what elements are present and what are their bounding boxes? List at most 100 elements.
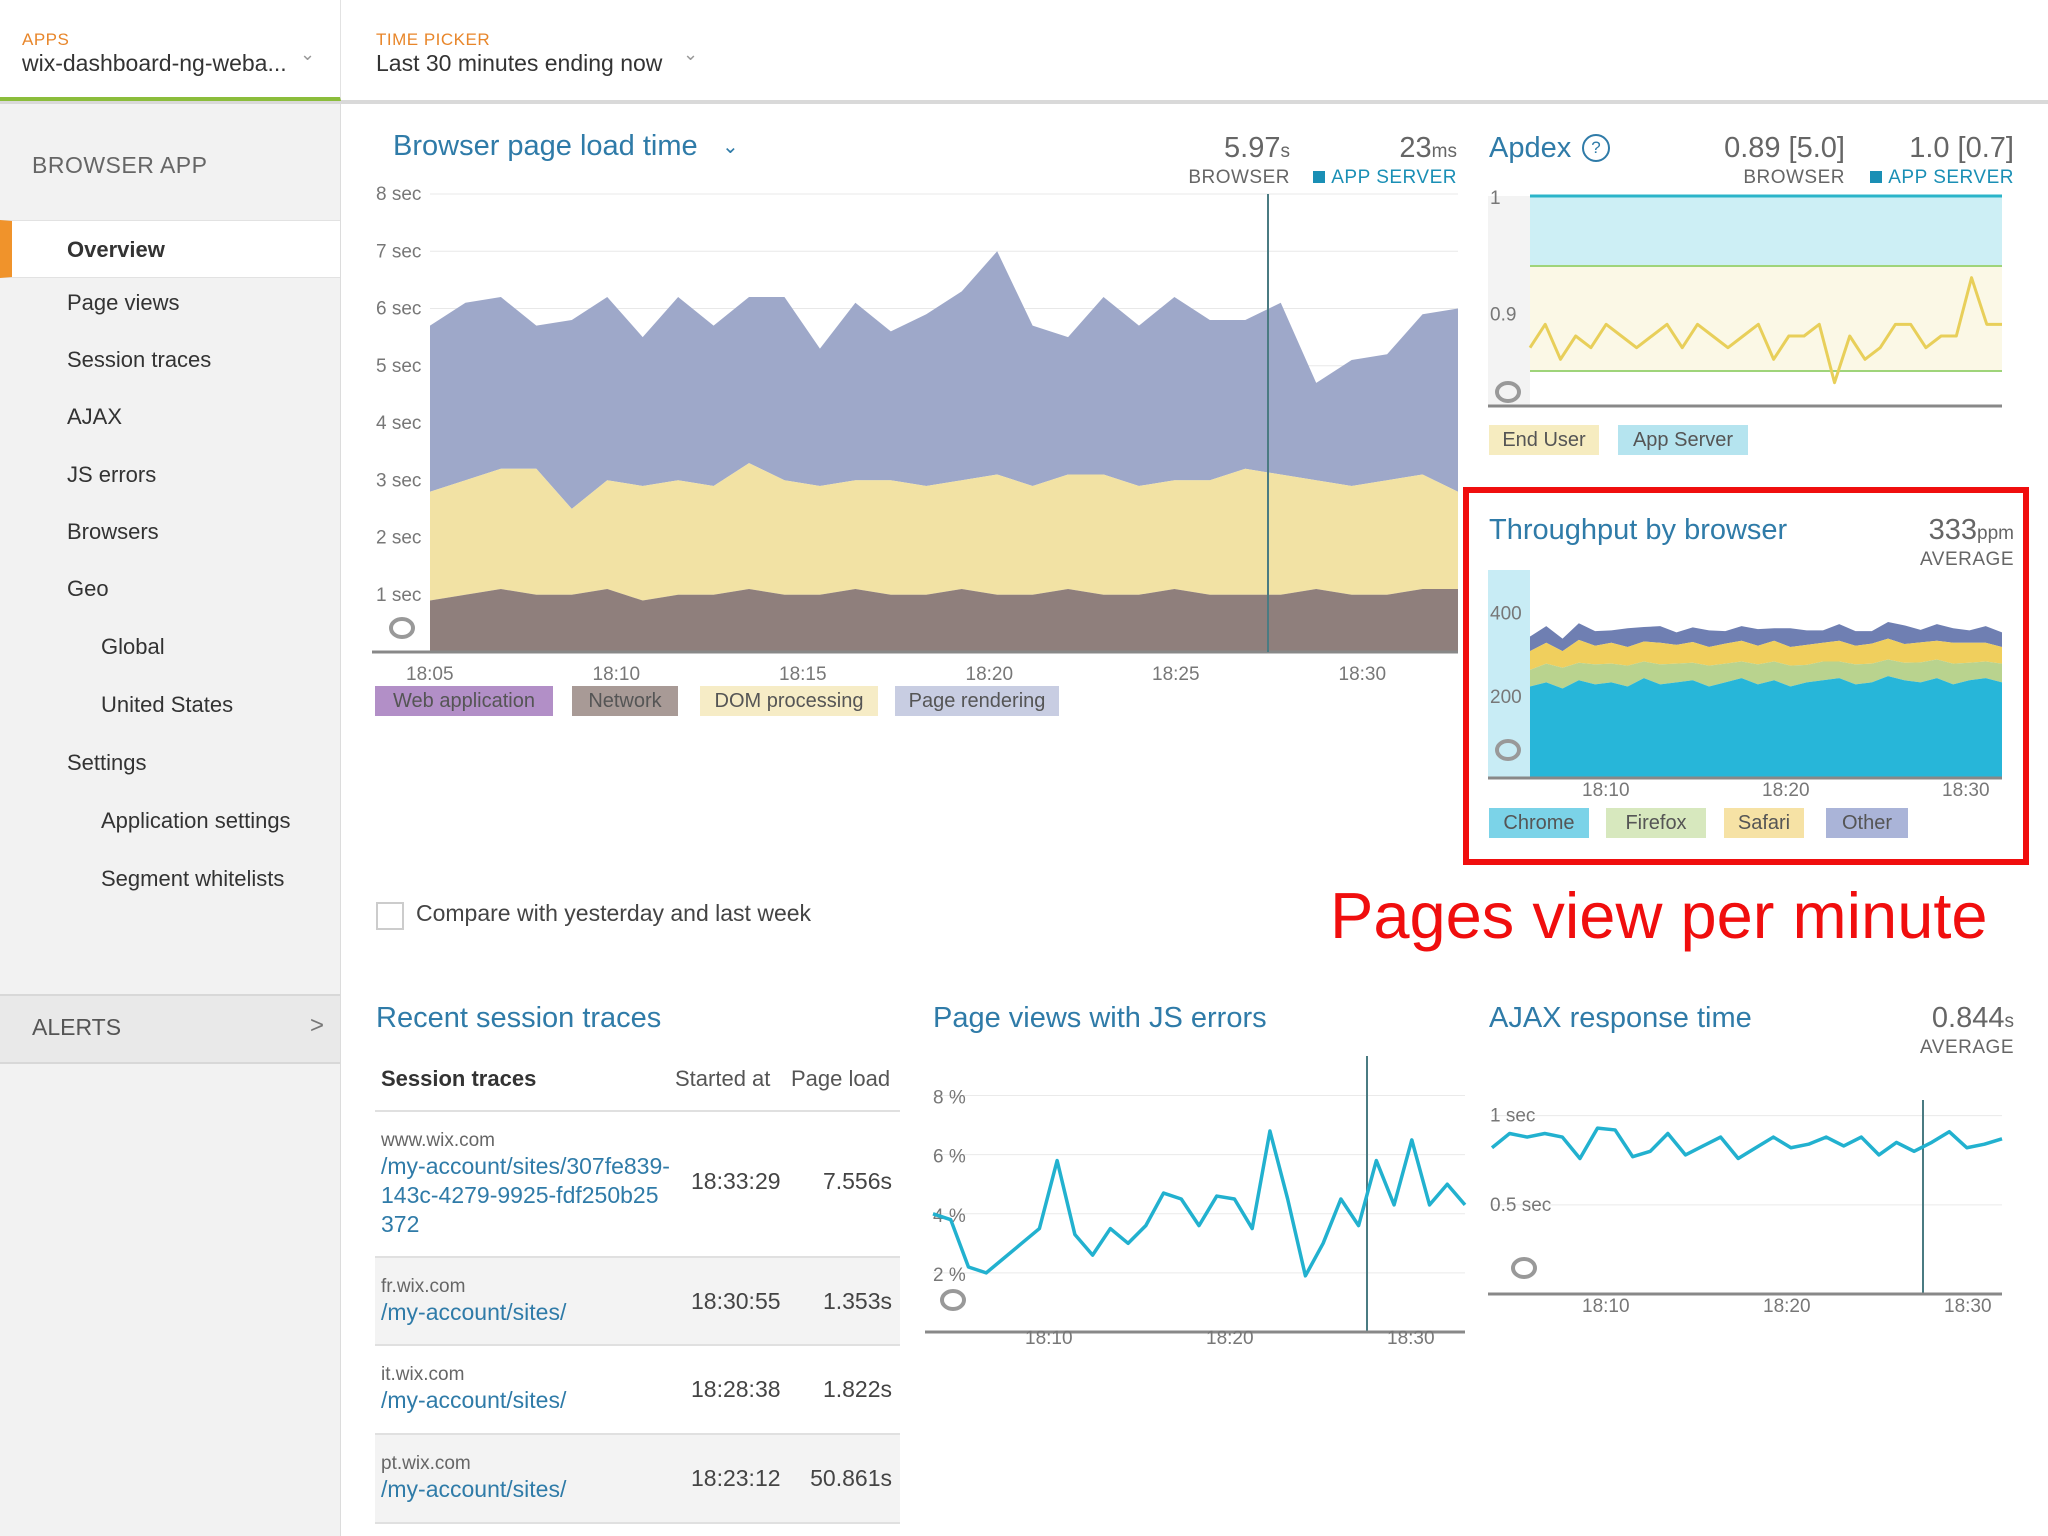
sidebar-item-ajax[interactable]: AJAX: [0, 388, 340, 446]
area-page-rendering: [430, 251, 1458, 509]
sidebar-item-segment-whitelists[interactable]: Segment whitelists: [0, 850, 340, 908]
legend-end-user[interactable]: End User: [1489, 425, 1599, 455]
trace-started-at: 18:23:12: [691, 1465, 781, 1491]
throughput-unit: ppm: [1977, 523, 2014, 544]
legend-network[interactable]: Network: [572, 686, 678, 716]
header-started-at: Started at: [675, 1066, 771, 1091]
page-load-app-metric: 23ms APP SERVER: [1313, 132, 1457, 189]
throughput-title: Throughput by browser: [1489, 514, 1788, 546]
sidebar-item-label: United States: [101, 692, 234, 717]
highlight-box: [1463, 487, 2029, 865]
sidebar-item-session-traces[interactable]: Session traces: [0, 331, 340, 389]
legend-other[interactable]: Other: [1826, 808, 1908, 838]
table-row[interactable]: it.wix.com/my-account/sites/18:28:38 1.82…: [375, 1344, 900, 1435]
apdex-browser-label: BROWSER: [1743, 167, 1845, 188]
trace-path-link[interactable]: /my-account/sites/: [381, 1299, 567, 1325]
y-tick-label: 1: [1490, 188, 1501, 209]
x-tick-label: 18:30: [1387, 1328, 1435, 1349]
y-tick-label: 0.5 sec: [1490, 1195, 1551, 1216]
help-icon[interactable]: ?: [1582, 134, 1610, 162]
band-tolerating: [1530, 266, 2002, 371]
y-tick-label: 2 %: [933, 1265, 966, 1286]
trace-host: fr.wix.com: [381, 1276, 466, 1297]
alerts-label: ALERTS: [32, 1014, 122, 1040]
x-tick-label: 18:05: [406, 664, 454, 680]
x-tick-label: 18:20: [1762, 780, 1810, 800]
annotation-text: Pages view per minute: [1330, 879, 1988, 952]
sidebar-item-browsers[interactable]: Browsers: [0, 503, 340, 561]
table-row[interactable]: pt.wix.com/my-account/sites/18:23:12 50.8…: [375, 1433, 900, 1524]
sidebar-item-js-errors[interactable]: JS errors: [0, 446, 340, 504]
y-tick-label: 6 sec: [376, 299, 421, 320]
sidebar-item-label: Application settings: [101, 808, 291, 833]
sidebar-item-page-views[interactable]: Page views: [0, 274, 340, 332]
sidebar-item-geo[interactable]: Geo: [0, 560, 340, 618]
y-tick-label: 4 sec: [376, 413, 421, 434]
trace-host: www.wix.com: [381, 1130, 496, 1151]
trace-started-at: 18:28:38: [691, 1376, 781, 1402]
legend-app-server[interactable]: App Server: [1618, 425, 1748, 455]
trace-host: pt.wix.com: [381, 1453, 471, 1474]
y-tick-label: 0.9: [1490, 305, 1516, 326]
trace-path-link[interactable]: /my-account/sites/: [381, 1476, 567, 1502]
page-load-chart: 1 sec 2 sec 3 sec 4 sec 5 sec 6 sec 7 sec 8 sec…: [372, 184, 1458, 680]
compare-checkbox[interactable]: [376, 902, 404, 930]
y-tick-label: 200: [1490, 687, 1522, 708]
x-tick-label: 18:15: [779, 664, 827, 680]
apdex-browser-value: 0.89 [5.0]: [1724, 132, 1845, 164]
sidebar-item-label: Global: [101, 634, 165, 659]
legend-page-rendering[interactable]: Page rendering: [895, 686, 1059, 716]
reset-zoom-icon: [1495, 381, 1521, 403]
ajax-title: AJAX response time: [1489, 1002, 1752, 1034]
sidebar-heading: BROWSER APP: [32, 152, 208, 178]
x-tick-label: 18:30: [1942, 780, 1990, 800]
x-tick-label: 18:20: [1206, 1328, 1254, 1349]
app-server-swatch: [1313, 171, 1326, 183]
y-tick-label: 3 sec: [376, 470, 421, 491]
js-errors-title: Page views with JS errors: [933, 1002, 1267, 1034]
x-tick-label: 18:10: [1025, 1328, 1073, 1349]
trace-started-at: 18:33:29: [691, 1168, 781, 1194]
time-picker-caption: TIME PICKER: [376, 30, 491, 49]
band-satisfied: [1530, 196, 2002, 266]
legend-web-application[interactable]: Web application: [375, 686, 553, 716]
table-row[interactable]: www.wix.com/my-account/sites/307fe839-14…: [375, 1110, 900, 1258]
legend-dom-processing[interactable]: DOM processing: [700, 686, 878, 716]
apps-caption: APPS: [22, 30, 70, 49]
sidebar-item-label: JS errors: [67, 462, 157, 487]
sidebar-item-global[interactable]: Global: [0, 618, 340, 676]
legend-chrome[interactable]: Chrome: [1489, 808, 1589, 838]
chevron-down-icon: ⌄: [300, 44, 316, 64]
sidebar-item-united-states[interactable]: United States: [0, 676, 340, 734]
chevron-down-icon[interactable]: ⌄: [722, 136, 739, 158]
table-row[interactable]: fr.wix.com/my-account/sites/18:30:55 1.35…: [375, 1256, 900, 1346]
legend-safari[interactable]: Safari: [1724, 808, 1804, 838]
y-tick-label: 1 sec: [1490, 1106, 1535, 1127]
x-tick-label: 18:10: [593, 664, 641, 680]
y-tick-label: 5 sec: [376, 356, 421, 377]
sidebar-item-overview[interactable]: Overview: [0, 220, 340, 278]
sidebar-item-settings[interactable]: Settings: [0, 734, 340, 792]
trace-started-at: 18:30:55: [691, 1288, 781, 1314]
ajax-metric: 0.844s AVERAGE: [1920, 1002, 2014, 1059]
ajax-chart: 0.5 sec 1 sec 18:10 18:20 18:30: [1488, 1100, 2003, 1317]
y-tick-label: 8 %: [933, 1088, 966, 1109]
trace-path-link[interactable]: /my-account/sites/307fe839-143c-4279-992…: [381, 1153, 670, 1237]
sidebar-alerts[interactable]: ALERTS >: [0, 994, 340, 1064]
page-load-browser-metric: 5.97s BROWSER: [1188, 132, 1290, 189]
sidebar: BROWSER APP Overview Page views Session tr…: [0, 104, 341, 1536]
x-tick-label: 18:20: [1763, 1296, 1811, 1317]
throughput-value: 333: [1928, 514, 1978, 546]
trace-path-link[interactable]: /my-account/sites/: [381, 1387, 567, 1413]
chevron-right-icon: >: [310, 1012, 325, 1039]
apps-picker[interactable]: APPS wix-dashboard-ng-weba... ⌄: [0, 0, 341, 101]
page-load-title[interactable]: Browser page load time: [393, 130, 698, 162]
sidebar-item-application-settings[interactable]: Application settings: [0, 792, 340, 850]
apdex-app-metric: 1.0 [0.7] APP SERVER: [1870, 132, 2014, 189]
time-picker[interactable]: TIME PICKER Last 30 minutes ending now ⌄: [341, 0, 741, 100]
reset-zoom-icon: [389, 617, 415, 639]
sidebar-item-label: Page views: [67, 290, 180, 315]
js-errors-chart: 2 % 4 % 6 % 8 % 18:10 18:20 18:30: [925, 1056, 1467, 1349]
y-tick-label: 8 sec: [376, 184, 421, 205]
legend-firefox[interactable]: Firefox: [1606, 808, 1706, 838]
